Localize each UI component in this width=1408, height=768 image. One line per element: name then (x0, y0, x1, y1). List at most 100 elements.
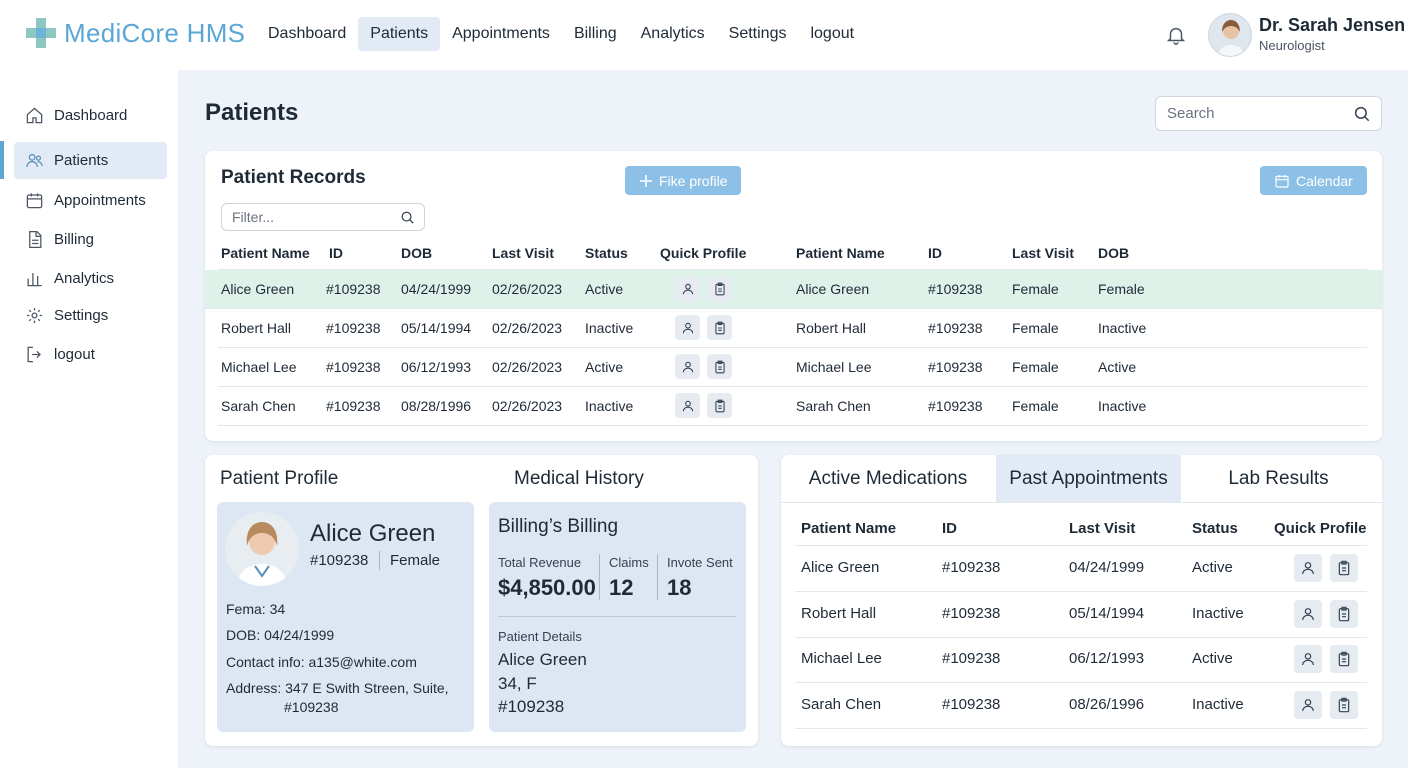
cell-name: Sarah Chen (801, 696, 882, 713)
cell-status: Active (585, 359, 624, 375)
column-header[interactable]: ID (329, 245, 343, 261)
profile-person-icon[interactable] (1294, 554, 1322, 582)
cell-id-right: #109238 (928, 398, 983, 414)
patient-address-line2: #109238 (284, 699, 339, 715)
cell-last-visit: 05/14/1994 (1069, 605, 1145, 622)
search-box[interactable] (1155, 96, 1382, 131)
topnav-dashboard[interactable]: Dashboard (268, 25, 347, 42)
clipboard-icon[interactable] (707, 393, 732, 418)
clipboard-icon[interactable] (1330, 554, 1358, 582)
search-input[interactable] (1156, 97, 1336, 130)
add-profile-label: Fike profile (659, 172, 728, 189)
sidebar-item-patients[interactable]: Patients (14, 142, 167, 179)
tab-lab-results[interactable]: Lab Results (1228, 467, 1329, 489)
clipboard-icon[interactable] (1330, 645, 1358, 673)
tab-active-medications[interactable]: Active Medications (808, 467, 968, 489)
cell-dob-right: Inactive (1098, 398, 1147, 414)
cell-last-visit: 06/12/1993 (1069, 650, 1145, 667)
sidebar-item-dashboard[interactable]: Dashboard (14, 97, 167, 134)
table-row[interactable]: Sarah Chen #109238 08/26/1996 Inactive (795, 683, 1367, 729)
cell-last-visit-right: Female (1012, 320, 1059, 336)
user-avatar[interactable] (1208, 13, 1252, 57)
clipboard-icon[interactable] (1330, 691, 1358, 719)
clipboard-icon[interactable] (707, 354, 732, 379)
patient-avatar[interactable] (225, 512, 299, 586)
column-header[interactable]: Patient Name (221, 245, 310, 261)
topnav-billing[interactable]: Billing (573, 25, 617, 42)
sidebar-item-label: Analytics (54, 270, 115, 287)
cell-id-right: #109238 (928, 359, 983, 375)
notification-bell-icon[interactable] (1165, 24, 1187, 46)
cell-last-visit: 02/26/2023 (492, 281, 563, 297)
search-icon[interactable] (1353, 105, 1371, 123)
table-row[interactable]: Robert Hall #109238 05/14/1994 Inactive (795, 592, 1367, 638)
topnav-settings[interactable]: Settings (728, 25, 787, 42)
table-row[interactable]: Michael Lee #109238 06/12/1993 02/26/202… (218, 348, 1367, 387)
home-icon (25, 106, 44, 125)
table-row[interactable]: Michael Lee #109238 06/12/1993 Active (795, 637, 1367, 683)
table-row[interactable]: Sarah Chen #109238 08/28/1996 02/26/2023… (218, 387, 1367, 426)
sidebar-item-billing[interactable]: Billing (14, 221, 167, 258)
clipboard-icon[interactable] (707, 315, 732, 340)
add-profile-button[interactable]: Fike profile (625, 166, 742, 195)
column-header[interactable]: Patient Name (796, 245, 885, 261)
search-icon[interactable] (400, 210, 415, 225)
calendar-button[interactable]: Calendar (1260, 166, 1367, 195)
table-row[interactable]: Alice Green #109238 04/24/1999 02/26/202… (205, 270, 1382, 309)
table-row[interactable]: Alice Green #109238 04/24/1999 Active (795, 546, 1367, 592)
details-name: Alice Green (498, 650, 587, 669)
column-header[interactable]: DOB (401, 245, 433, 261)
column-header[interactable]: Quick Profile (660, 245, 747, 261)
profile-person-icon[interactable] (675, 354, 700, 379)
app-logo[interactable]: MediCore HMS (24, 16, 245, 50)
tab-past-appointments[interactable]: Past Appointments (996, 455, 1181, 502)
profile-section-title: Patient Profile (220, 468, 339, 489)
profile-person-icon[interactable] (675, 393, 700, 418)
topnav-patients[interactable]: Patients (358, 17, 441, 51)
cell-name: Alice Green (801, 559, 880, 576)
billing-box: Billing’s Billing Total Revenue $4,850.0… (489, 502, 746, 732)
user-name[interactable]: Dr. Sarah Jensen (1259, 15, 1406, 35)
column-header[interactable]: Status (1192, 520, 1238, 537)
column-header[interactable]: Last Visit (492, 245, 554, 261)
profile-person-icon[interactable] (1294, 600, 1322, 628)
sidebar-item-analytics[interactable]: Analytics (14, 260, 167, 297)
sidebar-item-appointments[interactable]: Appointments (14, 182, 167, 219)
clipboard-icon[interactable] (707, 276, 732, 301)
column-header[interactable]: DOB (1098, 245, 1130, 261)
cell-name-right: Alice Green (796, 281, 870, 297)
document-icon (25, 230, 44, 249)
topnav-analytics[interactable]: Analytics (640, 25, 705, 42)
sidebar-item-label: Billing (54, 231, 95, 248)
topnav-logout[interactable]: logout (810, 25, 855, 42)
column-header[interactable]: Last Visit (1069, 520, 1136, 537)
profile-person-icon[interactable] (1294, 645, 1322, 673)
cell-dob-right: Inactive (1098, 320, 1147, 336)
sidebar-active-marker (0, 141, 4, 179)
filter-box[interactable] (221, 203, 425, 231)
topnav-appointments[interactable]: Appointments (452, 25, 550, 42)
sidebar-item-logout[interactable]: logout (14, 336, 167, 373)
cell-last-visit-right: Female (1012, 281, 1059, 297)
profile-person-icon[interactable] (675, 276, 700, 301)
filter-input[interactable] (222, 204, 392, 230)
users-icon (25, 151, 44, 170)
column-header[interactable]: ID (942, 520, 957, 537)
column-header[interactable]: Quick Profile (1274, 520, 1367, 537)
column-header[interactable]: Patient Name (801, 520, 897, 537)
cell-status: Inactive (1192, 696, 1244, 713)
sidebar-item-settings[interactable]: Settings (14, 297, 167, 334)
profile-person-icon[interactable] (675, 315, 700, 340)
column-header[interactable]: ID (928, 245, 942, 261)
profile-box: Alice Green #109238 Female Fema: 34 DOB:… (217, 502, 474, 732)
column-header[interactable]: Last Visit (1012, 245, 1074, 261)
logout-icon (25, 345, 44, 364)
plus-icon (639, 174, 653, 188)
table-row[interactable]: Robert Hall #109238 05/14/1994 02/26/202… (218, 309, 1367, 348)
clipboard-icon[interactable] (1330, 600, 1358, 628)
gear-icon (25, 306, 44, 325)
cell-dob: 04/24/1999 (401, 281, 472, 297)
cell-last-visit: 04/24/1999 (1069, 559, 1145, 576)
profile-person-icon[interactable] (1294, 691, 1322, 719)
column-header[interactable]: Status (585, 245, 628, 261)
